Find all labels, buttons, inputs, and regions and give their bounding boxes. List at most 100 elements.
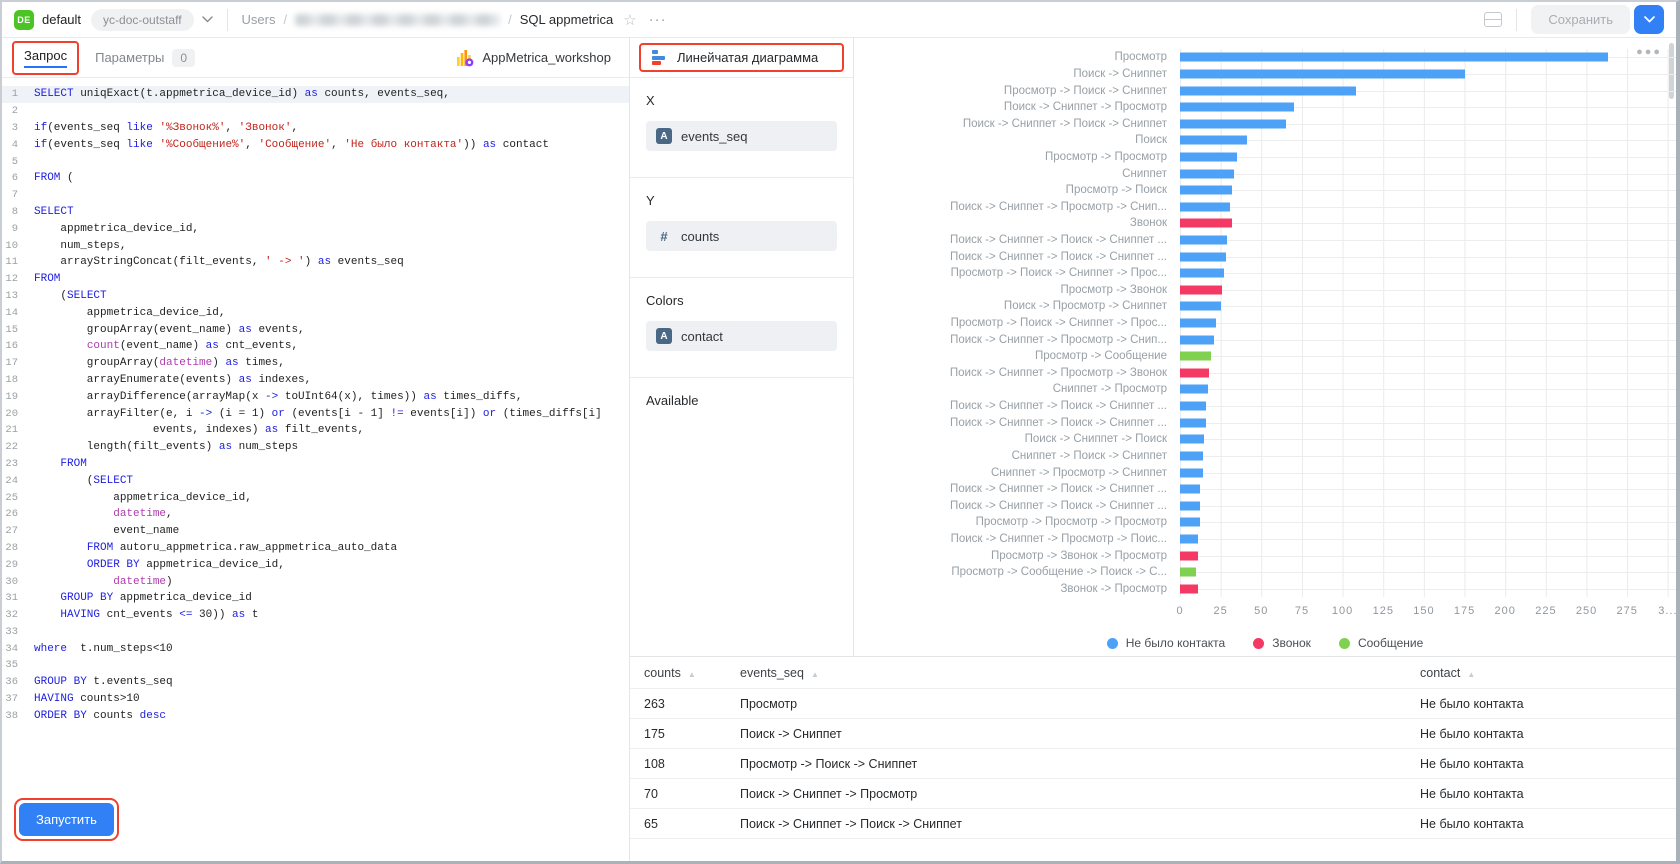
bar[interactable] <box>1180 385 1208 394</box>
table-row[interactable]: 263ПросмотрНе было контакта <box>630 689 1676 719</box>
bar[interactable] <box>1180 285 1222 294</box>
bar[interactable] <box>1180 335 1214 344</box>
legend-item[interactable]: Звонок <box>1253 636 1311 650</box>
save-button[interactable]: Сохранить <box>1531 5 1630 34</box>
code-line[interactable]: 18 arrayEnumerate(events) as indexes, <box>2 372 629 389</box>
save-dropdown-button[interactable] <box>1634 5 1664 34</box>
code-line[interactable]: 31 GROUP BY appmetrica_device_id <box>2 590 629 607</box>
bar[interactable] <box>1180 219 1232 228</box>
field-pill-events-seq[interactable]: A events_seq <box>646 121 837 151</box>
bar[interactable] <box>1180 169 1234 178</box>
bar[interactable] <box>1180 534 1198 543</box>
code-line[interactable]: 1SELECT uniqExact(t.appmetrica_device_id… <box>2 86 629 103</box>
table-row[interactable]: 70Поиск -> Сниппет -> ПросмотрНе было ко… <box>630 779 1676 809</box>
code-line[interactable]: 26 datetime, <box>2 506 629 523</box>
bar[interactable] <box>1180 568 1196 577</box>
code-line[interactable]: 27 event_name <box>2 523 629 540</box>
code-line[interactable]: 6FROM ( <box>2 170 629 187</box>
chevron-down-icon[interactable] <box>202 16 213 23</box>
bar[interactable] <box>1180 501 1200 510</box>
code-line[interactable]: 11 arrayStringConcat(filt_events, ' -> '… <box>2 254 629 271</box>
breadcrumb-user-redacted[interactable] <box>295 14 500 26</box>
bar[interactable] <box>1180 269 1224 278</box>
layout-toggle-icon[interactable] <box>1484 12 1502 27</box>
bar[interactable] <box>1180 468 1203 477</box>
bar[interactable] <box>1180 584 1198 593</box>
bar[interactable] <box>1180 236 1227 245</box>
dataset-selector[interactable]: AppMetrica_workshop <box>456 49 619 67</box>
code-line[interactable]: 9 appmetrica_device_id, <box>2 220 629 237</box>
column-header-events_seq[interactable]: events_seq▲ <box>740 666 1420 680</box>
code-line[interactable]: 12FROM <box>2 271 629 288</box>
bar[interactable] <box>1180 152 1237 161</box>
code-line[interactable]: 36GROUP BY t.events_seq <box>2 674 629 691</box>
table-row[interactable]: 108Просмотр -> Поиск -> СниппетНе было к… <box>630 749 1676 779</box>
favorite-star-icon[interactable]: ☆ <box>623 11 636 29</box>
bar[interactable] <box>1180 53 1608 62</box>
tab-parameters[interactable]: Параметры 0 <box>95 49 195 67</box>
bar[interactable] <box>1180 69 1465 78</box>
breadcrumb-users[interactable]: Users <box>242 12 276 27</box>
code-line[interactable]: 24 (SELECT <box>2 472 629 489</box>
bar[interactable] <box>1180 86 1356 95</box>
bar[interactable] <box>1180 485 1200 494</box>
run-query-button[interactable]: Запустить <box>19 803 114 836</box>
code-line[interactable]: 30 datetime) <box>2 573 629 590</box>
code-line[interactable]: 14 appmetrica_device_id, <box>2 304 629 321</box>
column-header-counts[interactable]: counts▲ <box>630 666 740 680</box>
code-line[interactable]: 8SELECT <box>2 204 629 221</box>
bar[interactable] <box>1180 418 1206 427</box>
code-line[interactable]: 38ORDER BY counts desc <box>2 707 629 724</box>
column-header-contact[interactable]: contact▲ <box>1420 666 1676 680</box>
tab-query[interactable]: Запрос <box>14 43 77 73</box>
code-line[interactable]: 21 events, indexes) as filt_events, <box>2 422 629 439</box>
code-line[interactable]: 32 HAVING cnt_events <= 30)) as t <box>2 607 629 624</box>
bar[interactable] <box>1180 551 1198 560</box>
bar[interactable] <box>1180 451 1203 460</box>
code-line[interactable]: 10 num_steps, <box>2 237 629 254</box>
code-line[interactable]: 34where t.num_steps<10 <box>2 640 629 657</box>
code-line[interactable]: 22 length(filt_events) as num_steps <box>2 439 629 456</box>
code-line[interactable]: 37HAVING counts>10 <box>2 691 629 708</box>
code-line[interactable]: 3if(events_seq like '%Звонок%', 'Звонок'… <box>2 120 629 137</box>
code-line[interactable]: 4if(events_seq like '%Сообщение%', 'Сооб… <box>2 136 629 153</box>
code-line[interactable]: 2 <box>2 103 629 120</box>
code-line[interactable]: 25 appmetrica_device_id, <box>2 489 629 506</box>
field-pill-counts[interactable]: # counts <box>646 221 837 251</box>
code-line[interactable]: 23 FROM <box>2 456 629 473</box>
code-line[interactable]: 35 <box>2 657 629 674</box>
code-line[interactable]: 29 ORDER BY appmetrica_device_id, <box>2 556 629 573</box>
bar[interactable] <box>1180 202 1230 211</box>
bar[interactable] <box>1180 136 1247 145</box>
legend-item[interactable]: Не было контакта <box>1107 636 1225 650</box>
code-line[interactable]: 5 <box>2 153 629 170</box>
code-line[interactable]: 15 groupArray(event_name) as events, <box>2 321 629 338</box>
chart-type-selector[interactable]: Линейчатая диаграмма <box>677 50 818 65</box>
table-row[interactable]: 65Поиск -> Сниппет -> Поиск -> СниппетНе… <box>630 809 1676 839</box>
sql-code-editor[interactable]: 1SELECT uniqExact(t.appmetrica_device_id… <box>2 78 629 788</box>
code-line[interactable]: 16 count(event_name) as cnt_events, <box>2 338 629 355</box>
bar[interactable] <box>1180 302 1221 311</box>
code-line[interactable]: 28 FROM autoru_appmetrica.raw_appmetrica… <box>2 540 629 557</box>
legend-item[interactable]: Сообщение <box>1339 636 1423 650</box>
bar[interactable] <box>1180 119 1286 128</box>
table-row[interactable]: 175Поиск -> СниппетНе было контакта <box>630 719 1676 749</box>
code-line[interactable]: 13 (SELECT <box>2 288 629 305</box>
code-line[interactable]: 19 arrayDifference(arrayMap(x -> toUInt6… <box>2 388 629 405</box>
more-menu-icon[interactable]: ··· <box>649 11 667 28</box>
env-selector[interactable]: yc-doc-outstaff <box>91 9 193 31</box>
bar[interactable] <box>1180 368 1209 377</box>
bar[interactable] <box>1180 402 1206 411</box>
bar[interactable] <box>1180 352 1211 361</box>
bar[interactable] <box>1180 103 1294 112</box>
code-line[interactable]: 17 groupArray(datetime) as times, <box>2 355 629 372</box>
bar[interactable] <box>1180 435 1204 444</box>
code-line[interactable]: 20 arrayFilter(e, i -> (i = 1) or (event… <box>2 405 629 422</box>
code-line[interactable]: 7 <box>2 187 629 204</box>
bar[interactable] <box>1180 186 1232 195</box>
bar[interactable] <box>1180 518 1200 527</box>
code-line[interactable]: 33 <box>2 624 629 641</box>
bar[interactable] <box>1180 252 1226 261</box>
bar[interactable] <box>1180 319 1216 328</box>
field-pill-contact[interactable]: A contact <box>646 321 837 351</box>
